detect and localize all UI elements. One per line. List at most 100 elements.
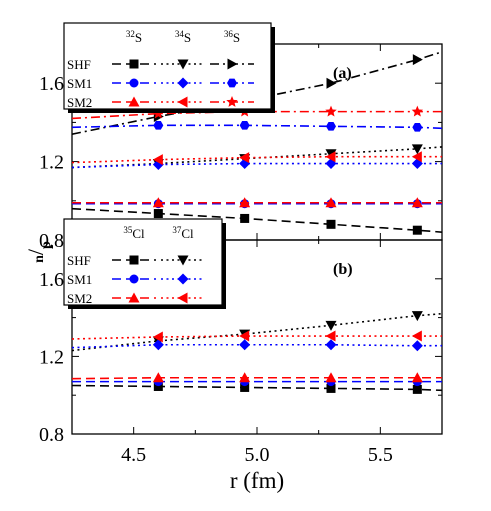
y-label-slash: / [23,248,48,255]
legend-marker [177,59,189,70]
legend-marker [128,96,140,107]
legend-row-label: SM2 [67,291,92,306]
legend-mass-number: 37 [172,225,182,235]
y-axis-label: n/p [23,241,54,263]
data-point-sm2-32s [411,197,423,208]
legend-element-symbol: S [135,30,142,45]
data-point-shf-36s [412,54,423,66]
data-point-sm2-37cl [152,331,163,343]
data-point-sm2-32s [325,197,337,208]
legend-marker [177,255,189,266]
legend-marker [227,58,238,70]
legend-marker [129,59,139,69]
legend-row-label: SHF [67,253,91,268]
x-tick-label: 4.5 [121,444,146,466]
data-point-sm1-36s [239,121,250,130]
legend-element-symbol: Cl [132,226,145,241]
series-group [72,311,442,394]
data-point-sm1-37cl [325,339,337,351]
data-point-sm2-32s [239,197,251,208]
data-point-shf-34s [411,144,423,155]
y-label-denominator: p [39,241,54,249]
series-line-shf-35cl [72,384,442,392]
data-point-shf-32s [412,225,422,235]
data-point-shf-35cl [240,382,250,392]
legend-mass-number: 34 [175,29,185,39]
data-point-sm2-35cl [325,372,337,383]
data-point-sm2-35cl [239,372,251,383]
legend-element-symbol: S [233,30,240,45]
legend-mass-number: 32 [126,29,135,39]
legend-marker [177,292,188,304]
data-point-shf-32s [326,219,336,229]
data-point-sm2-37cl [411,330,422,342]
series-line-sm2-36s [72,110,442,120]
legend-column-header: 35Cl [123,225,145,241]
data-point-sm2-35cl [411,372,423,383]
legend-element-symbol: Cl [181,226,194,241]
legend-column-header: 37Cl [172,225,194,241]
data-point-sm2-37cl [239,330,250,342]
legend-marker [226,96,238,107]
y-tick-label: 1.6 [39,73,64,95]
data-point-shf-37cl [411,311,423,322]
legend-mass-number: 35 [123,225,133,235]
legend-column-header: 36S [224,29,240,45]
y-tick-label: 1.2 [39,152,64,174]
data-point-sm2-32s [152,197,164,208]
legend-box [63,218,223,306]
series-line-sm1-34s [72,162,442,169]
data-point-sm2-36s [411,105,424,117]
data-point-shf-36s [326,77,337,89]
series-line-shf-34s [72,146,442,169]
series-group [72,51,442,235]
data-point-sm2-34s [411,151,422,163]
data-point-sm2-34s [325,151,336,163]
data-point-shf-37cl [325,320,337,331]
x-tick-label: 5.0 [245,444,270,466]
y-label-numerator: n [32,255,47,263]
data-point-sm2-34s [239,152,250,164]
legend-marker [128,292,140,303]
data-point-sm2-36s [325,105,337,117]
data-point-sm1-37cl [152,339,164,351]
y-tick-label: 1.6 [39,269,64,291]
series-line-sm2-37cl [72,335,442,340]
legend-column-header: 34S [175,29,191,45]
data-point-shf-35cl [326,383,336,393]
legend-row-label: SHF [67,57,91,72]
data-point-sm1-36s [412,122,423,132]
data-point-sm2-35cl [152,372,164,383]
y-tick-label: 1.2 [39,346,64,368]
data-point-sm1-36s [326,121,336,131]
data-point-sm1-36s [153,121,164,130]
legend-marker [177,96,188,108]
series-line-sm1-37cl [72,343,442,349]
x-tick-label: 5.5 [368,444,393,466]
legend-mass-number: 36 [224,29,234,39]
data-point-sm2-36s [152,107,165,119]
legend-marker [129,255,139,265]
series-line-sm2-35cl [72,376,442,380]
legend-row-label: SM1 [67,272,92,287]
series-line-sm2-34s [72,155,442,164]
data-point-sm2-34s [152,154,163,166]
legend-marker [177,77,189,89]
legend-marker [227,78,237,88]
shared-labels: r (fm) n/p [23,241,284,493]
legend-row-label: SM2 [67,95,92,110]
legend-row-label: SM1 [67,76,92,91]
legend-marker [129,78,139,88]
data-point-shf-32s [240,213,250,223]
panel-label: (b) [333,261,353,278]
data-point-shf-35cl [412,384,422,394]
legend-marker [177,273,189,285]
data-point-sm1-37cl [239,339,251,351]
legend-box [63,22,272,110]
y-tick-label: 0.8 [39,230,64,252]
y-tick-label: 0.8 [39,424,64,446]
